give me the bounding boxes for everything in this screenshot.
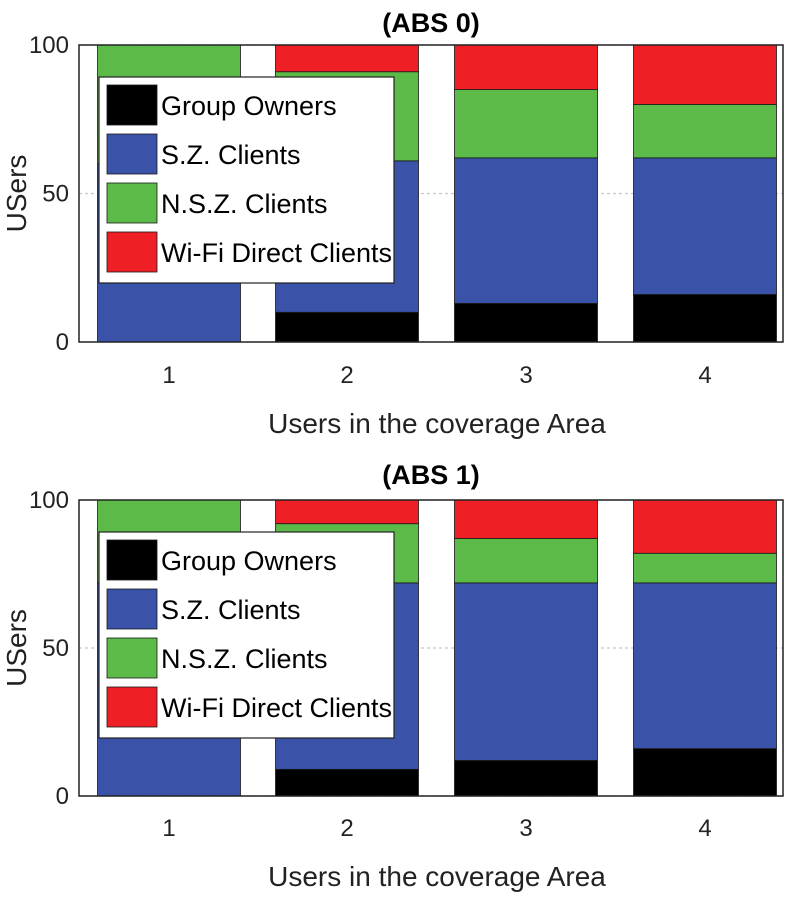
bar-segment-n-s-z-clients-4 xyxy=(633,552,777,584)
chart-title: (ABS 0) xyxy=(382,8,480,38)
x-tick-label: 4 xyxy=(698,815,711,842)
legend-swatch-s-z-clients xyxy=(106,133,158,175)
axes-frame xyxy=(78,499,784,797)
legend: Group Owners S.Z. Clients N.S.Z. Clients Wi… xyxy=(98,76,395,284)
legend-swatch-n-s-z-clients xyxy=(106,637,158,679)
bar-segment-n-s-z-clients-3 xyxy=(454,538,598,584)
y-tick-label: 50 xyxy=(42,181,69,208)
y-tick-label: 50 xyxy=(42,635,69,662)
legend-label: N.S.Z. Clients xyxy=(161,644,328,674)
bar-segment-wi-fi-direct-clients-2 xyxy=(275,499,419,525)
chart-title: (ABS 1) xyxy=(382,460,480,490)
y-tick-label: 100 xyxy=(29,487,69,514)
y-tick-label: 0 xyxy=(56,783,69,810)
legend-swatch-group-owners xyxy=(106,539,158,581)
legend-label: S.Z. Clients xyxy=(161,140,301,170)
bar-segment-s-z-clients-4 xyxy=(633,582,777,750)
bar-segment-group-owners-2 xyxy=(275,768,419,797)
bar-segment-group-owners-2 xyxy=(275,311,419,343)
x-axis-label: Users in the coverage Area xyxy=(268,408,606,439)
legend-label: Group Owners xyxy=(161,91,337,121)
legend-swatch-wi-fi-direct-clients xyxy=(106,686,158,728)
y-axis-label: USers xyxy=(1,155,32,233)
legend-swatch-wi-fi-direct-clients xyxy=(106,231,158,273)
bar-segment-wi-fi-direct-clients-4 xyxy=(633,44,777,105)
legend-label: Wi-Fi Direct Clients xyxy=(161,693,392,723)
x-tick-label: 1 xyxy=(162,362,175,389)
bar-segment-wi-fi-direct-clients-3 xyxy=(454,44,598,90)
legend-label: Wi-Fi Direct Clients xyxy=(161,238,392,268)
chart-panel-abs0: 0 50 100 1 2 3 4 (ABS 0) Users in the coverage A… xyxy=(1,8,784,439)
bar-segment-s-z-clients-4 xyxy=(633,157,777,295)
legend-label: Group Owners xyxy=(161,546,337,576)
x-tick-label: 3 xyxy=(519,362,532,389)
bar-segment-group-owners-4 xyxy=(633,294,777,343)
chart-panel-abs1: 0 50 100 1 2 3 4 (ABS 1) Users in the coverage A… xyxy=(1,460,784,892)
legend-label: S.Z. Clients xyxy=(161,595,301,625)
y-tick-label: 0 xyxy=(56,329,69,356)
x-tick-label: 2 xyxy=(340,362,353,389)
legend-swatch-s-z-clients xyxy=(106,588,158,630)
bar-segment-n-s-z-clients-4 xyxy=(633,104,777,159)
x-tick-label: 2 xyxy=(340,815,353,842)
legend-swatch-n-s-z-clients xyxy=(106,182,158,224)
bar-segment-group-owners-3 xyxy=(454,760,598,797)
x-axis-label: Users in the coverage Area xyxy=(268,861,606,892)
bar-segment-wi-fi-direct-clients-4 xyxy=(633,499,777,554)
bar-segment-wi-fi-direct-clients-3 xyxy=(454,499,598,539)
bar-segment-s-z-clients-3 xyxy=(454,157,598,304)
bar-segment-s-z-clients-3 xyxy=(454,582,598,761)
legend: Group Owners S.Z. Clients N.S.Z. Clients Wi… xyxy=(98,531,395,739)
bar-segment-wi-fi-direct-clients-2 xyxy=(275,44,419,73)
legend-swatch-group-owners xyxy=(106,84,158,126)
x-tick-label: 3 xyxy=(519,815,532,842)
y-tick-label: 100 xyxy=(29,32,69,59)
y-axis-label: USers xyxy=(1,609,32,687)
x-tick-label: 4 xyxy=(698,362,711,389)
bar-segment-n-s-z-clients-3 xyxy=(454,89,598,159)
axes-frame xyxy=(78,44,784,343)
bar-segment-group-owners-4 xyxy=(633,748,777,797)
x-tick-label: 1 xyxy=(162,815,175,842)
legend-label: N.S.Z. Clients xyxy=(161,189,328,219)
bar-segment-group-owners-3 xyxy=(454,302,598,343)
